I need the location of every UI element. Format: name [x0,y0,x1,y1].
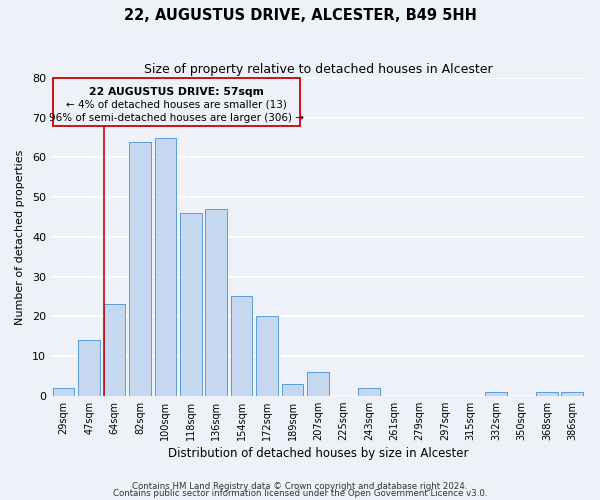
X-axis label: Distribution of detached houses by size in Alcester: Distribution of detached houses by size … [168,447,468,460]
Bar [536,392,557,396]
Bar [231,296,253,396]
Bar [180,213,202,396]
Bar [78,340,100,396]
FancyBboxPatch shape [53,78,300,126]
Text: Contains public sector information licensed under the Open Government Licence v3: Contains public sector information licen… [113,490,487,498]
Text: ← 4% of detached houses are smaller (13): ← 4% of detached houses are smaller (13) [67,100,287,110]
Text: Contains HM Land Registry data © Crown copyright and database right 2024.: Contains HM Land Registry data © Crown c… [132,482,468,491]
Text: 22, AUGUSTUS DRIVE, ALCESTER, B49 5HH: 22, AUGUSTUS DRIVE, ALCESTER, B49 5HH [124,8,476,22]
Bar [104,304,125,396]
Bar [53,388,74,396]
Bar [282,384,304,396]
Bar [155,138,176,396]
Bar [562,392,583,396]
Bar [307,372,329,396]
Y-axis label: Number of detached properties: Number of detached properties [15,149,25,324]
Bar [485,392,507,396]
Bar [358,388,380,396]
Bar [256,316,278,396]
Bar [205,209,227,396]
Bar [129,142,151,396]
Text: 96% of semi-detached houses are larger (306) →: 96% of semi-detached houses are larger (… [49,113,304,123]
Text: 22 AUGUSTUS DRIVE: 57sqm: 22 AUGUSTUS DRIVE: 57sqm [89,87,264,97]
Title: Size of property relative to detached houses in Alcester: Size of property relative to detached ho… [143,62,492,76]
